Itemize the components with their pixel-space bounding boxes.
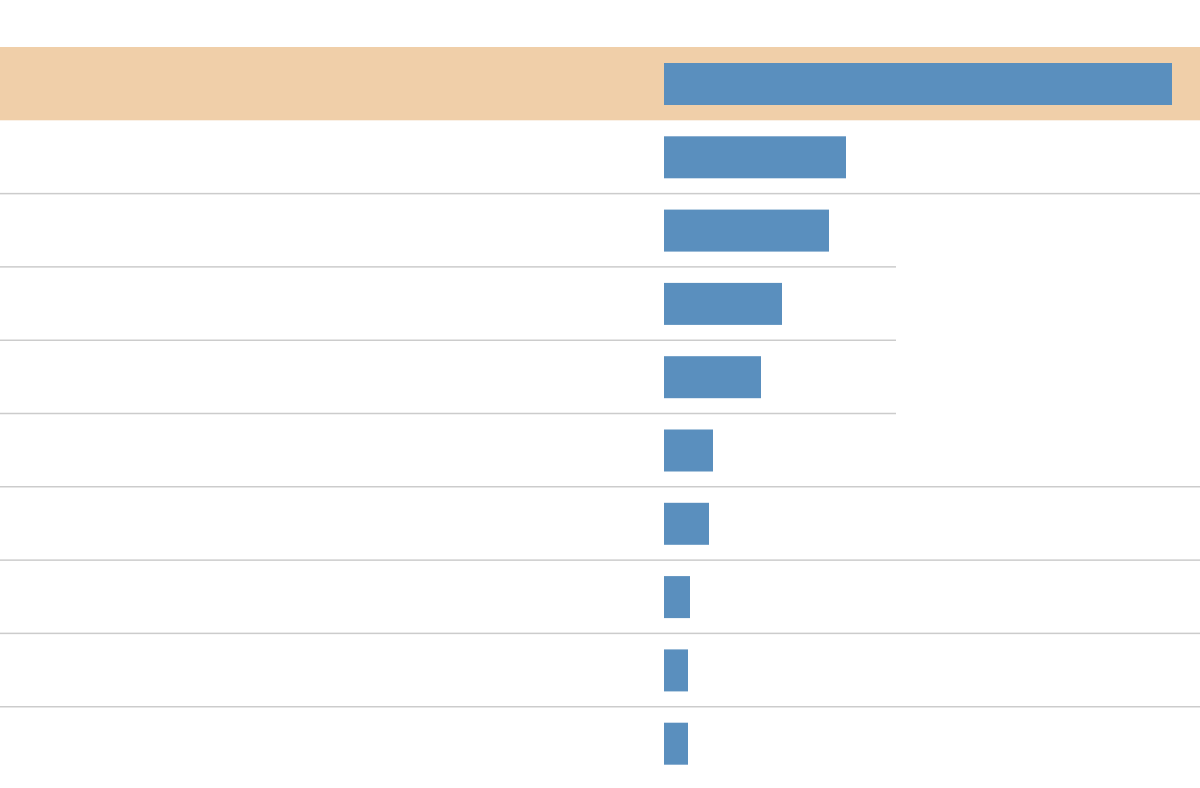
bar <box>664 722 688 765</box>
bar <box>664 136 846 179</box>
bar <box>664 502 709 545</box>
bar <box>664 63 1172 105</box>
bar <box>664 356 761 399</box>
bar <box>664 209 829 252</box>
bar <box>664 429 713 472</box>
bar <box>664 649 688 692</box>
bar <box>664 282 782 325</box>
bar <box>664 576 690 619</box>
